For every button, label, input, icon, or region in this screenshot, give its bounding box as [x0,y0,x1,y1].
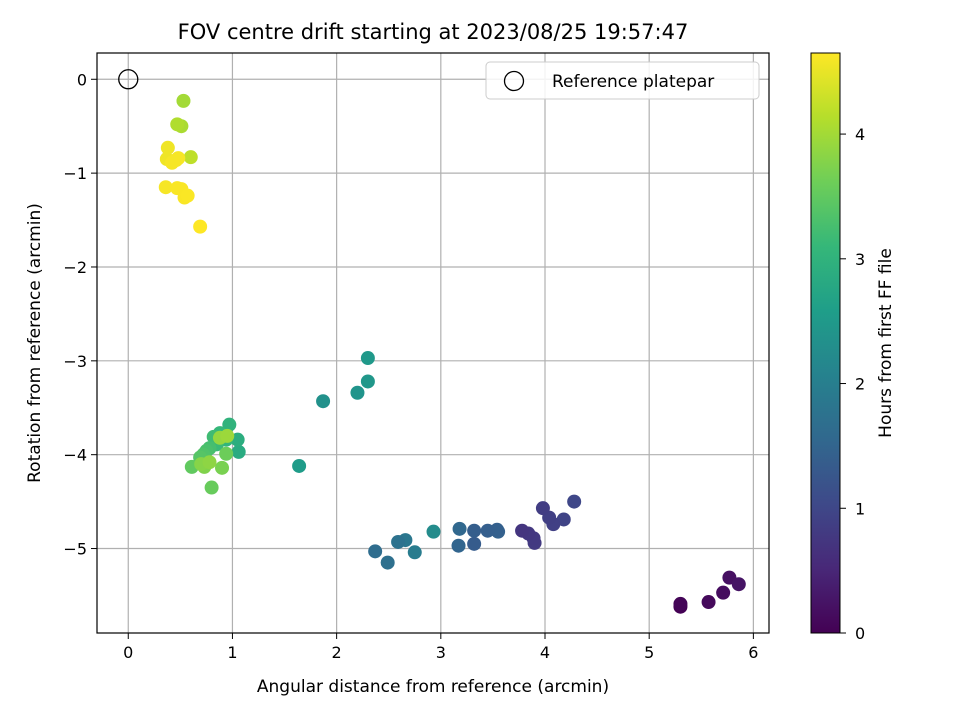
data-point [183,150,198,165]
data-point [158,180,173,195]
y-tick-label: −2 [63,258,87,277]
data-points [158,93,746,614]
data-point [467,536,482,551]
x-tick-label: 3 [436,643,446,662]
data-point [480,523,495,538]
data-point [180,188,195,203]
data-point [701,595,716,610]
data-point [350,385,365,400]
data-point [204,480,219,495]
data-point [716,585,731,600]
data-point [567,494,582,509]
data-point [451,538,466,553]
legend-box [485,61,760,100]
colorbar-tick-label: 0 [855,624,865,643]
y-tick-label: −4 [63,446,87,465]
grid-lines [97,53,769,633]
colorbar-tick-label: 2 [855,375,865,394]
data-point [176,93,191,108]
y-axis-ticks: 0 −1 −2 −3 −4 −5 [63,70,97,559]
data-point [219,446,234,461]
data-point [391,534,406,549]
y-tick-label: −5 [63,540,87,559]
x-tick-label: 1 [227,643,237,662]
x-tick-label: 4 [540,643,550,662]
data-point [165,155,180,170]
data-point [292,458,307,473]
y-tick-label: 0 [77,70,87,89]
data-point [407,545,422,560]
data-point [193,219,208,234]
data-point [368,544,383,559]
data-point [452,521,467,536]
data-point [231,444,246,459]
x-tick-label: 6 [748,643,758,662]
reference-marker [118,69,139,90]
x-tick-label: 2 [332,643,342,662]
colorbar-tick-label: 1 [855,499,865,518]
reference-platepar-point [118,69,139,90]
legend: Reference platepar [485,61,760,100]
data-point [360,351,375,366]
legend-marker-icon [503,70,525,92]
y-tick-label: −3 [63,352,87,371]
data-point [170,117,185,132]
plot-frame [96,52,770,634]
chart-title: FOV centre drift starting at 2023/08/25 … [178,20,689,44]
colorbar-tick-label: 4 [855,125,865,144]
data-point [467,523,482,538]
x-tick-label: 0 [123,643,133,662]
colorbar-label: Hours from first FF file [876,248,896,438]
x-axis-label: Angular distance from reference (arcmin) [257,677,609,697]
data-point [316,394,331,409]
data-point [380,555,395,570]
colorbar: 0 1 2 3 4 Hours from first FF file [810,52,896,643]
data-point [731,577,746,592]
data-point [160,140,175,155]
x-axis-ticks: 0 1 2 3 4 5 6 [123,633,758,662]
data-point [673,596,688,611]
y-tick-label: −1 [63,164,87,183]
legend-entry-label: Reference platepar [552,72,714,92]
data-point [535,501,550,516]
colorbar-gradient [810,52,841,634]
y-axis-label: Rotation from reference (arcmin) [25,203,45,483]
data-point [515,523,530,538]
data-point [360,374,375,389]
x-tick-label: 5 [644,643,654,662]
colorbar-tick-label: 3 [855,250,865,269]
data-point [202,455,217,470]
data-point [426,524,441,539]
data-point [222,417,237,432]
data-point [220,428,235,443]
data-point [215,460,230,475]
colorbar-ticks: 0 1 2 3 4 [840,125,865,643]
data-point [556,512,571,527]
